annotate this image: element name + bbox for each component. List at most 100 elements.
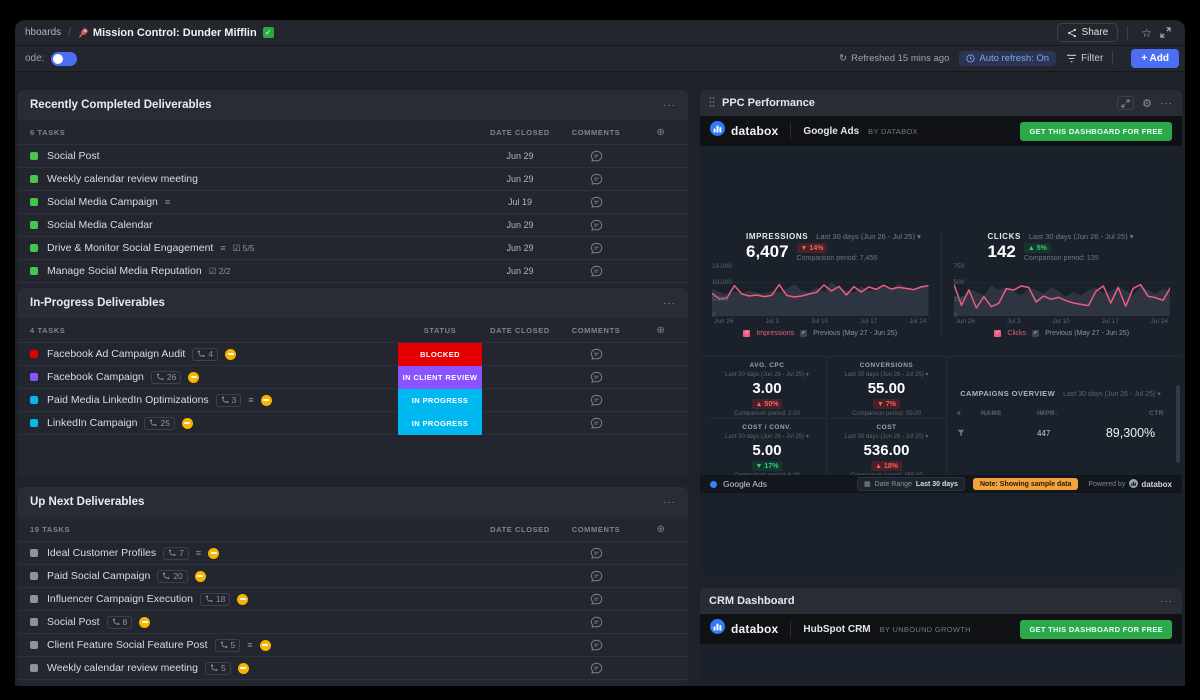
get-dashboard-button[interactable]: GET THIS DASHBOARD FOR FREE	[1020, 619, 1172, 639]
status-square[interactable]	[30, 221, 38, 229]
time-estimate-icon[interactable]	[260, 394, 272, 406]
card-menu-icon[interactable]: ···	[663, 99, 676, 111]
task-row[interactable]: Social Post 8	[18, 611, 688, 634]
expand-icon[interactable]	[1117, 96, 1135, 110]
task-name[interactable]: Weekly calendar review meeting	[47, 173, 198, 185]
add-column-icon[interactable]: ⊕	[656, 324, 666, 336]
status-badge[interactable]: IN PROGRESS	[398, 388, 482, 412]
drag-handle-icon[interactable]	[709, 94, 715, 112]
task-name[interactable]: Social Post	[47, 150, 100, 162]
favorite-star-icon[interactable]: ☆	[1141, 25, 1152, 40]
comment-icon[interactable]	[558, 593, 634, 606]
refreshed-status[interactable]: ↻ Refreshed 15 mins ago	[839, 53, 949, 64]
task-row[interactable]: Influencer Campaign Execution 18	[18, 588, 688, 611]
task-row[interactable]: Social Post Jun 29	[18, 145, 688, 168]
time-estimate-icon[interactable]	[225, 348, 237, 360]
share-button[interactable]: Share	[1056, 23, 1119, 42]
task-name[interactable]: Ideal Customer Profiles	[47, 547, 157, 559]
task-row[interactable]: Weekly calendar review meeting Jun 29	[18, 168, 688, 191]
status-square[interactable]	[30, 549, 38, 557]
comment-icon[interactable]	[558, 639, 634, 652]
status-square[interactable]	[30, 396, 38, 404]
card-menu-icon[interactable]: ···	[663, 496, 676, 508]
task-row[interactable]: Drive & Monitor Social Engagement ≡ ☑ 5/5 …	[18, 237, 688, 260]
task-row[interactable]: Manage Social Media Reputation ☑ 2/2 Jun …	[18, 260, 688, 283]
time-estimate-icon[interactable]	[139, 616, 151, 628]
status-badge[interactable]: IN CLIENT REVIEW	[398, 365, 482, 389]
get-dashboard-button[interactable]: GET THIS DASHBOARD FOR FREE	[1020, 121, 1172, 141]
status-square[interactable]	[30, 267, 38, 275]
task-name[interactable]: Client Feature Social Feature Post	[47, 639, 208, 651]
comment-icon[interactable]	[558, 547, 634, 560]
subtask-count[interactable]: 18	[199, 592, 231, 606]
card-menu-icon[interactable]: ···	[663, 297, 676, 309]
date-range-pill[interactable]: ▦ Date Range Last 30 days	[856, 477, 965, 491]
task-row[interactable]: Ideal Customer Profiles 7 ≡	[18, 542, 688, 565]
subtask-count[interactable]: 8	[106, 615, 133, 629]
task-row[interactable]: Paid Social Campaign 20	[18, 565, 688, 588]
gear-icon[interactable]: ⚙	[1142, 97, 1152, 110]
status-badge[interactable]: IN PROGRESS	[398, 411, 482, 435]
status-square[interactable]	[30, 664, 38, 672]
subtask-count[interactable]: 5	[204, 661, 231, 675]
stat-period[interactable]: Last 30 days (Jun 26 - Jul 25) ▾	[844, 434, 929, 440]
task-row[interactable]: LinkedIn Campaign 25 IN PROGRESS	[18, 411, 688, 435]
comment-icon[interactable]	[558, 265, 634, 278]
comment-icon[interactable]	[558, 394, 634, 407]
task-row[interactable]: Client Feature Social Feature Post 5 ≡	[18, 634, 688, 657]
status-square[interactable]	[30, 244, 38, 252]
task-name[interactable]: Social Media Campaign	[47, 196, 158, 208]
section-period[interactable]: Last 30 days (Jun 26 - Jul 25) ▾	[1063, 391, 1161, 398]
auto-refresh-pill[interactable]: Auto refresh: On	[959, 51, 1057, 66]
scrollbar[interactable]	[1176, 385, 1180, 463]
metric-period[interactable]: Last 30 days (Jun 26 - Jul 25) ▾	[816, 232, 921, 241]
task-row[interactable]: Social Media Calendar Jun 29	[18, 214, 688, 237]
time-estimate-icon[interactable]	[194, 570, 206, 582]
filter-button[interactable]: Filter	[1066, 53, 1103, 64]
status-square[interactable]	[30, 572, 38, 580]
mode-toggle[interactable]	[51, 51, 78, 66]
task-name[interactable]: Influencer Campaign Execution	[47, 593, 193, 605]
task-name[interactable]: Facebook Campaign	[47, 371, 144, 383]
comment-icon[interactable]	[558, 150, 634, 163]
comment-icon[interactable]	[558, 662, 634, 675]
status-badge[interactable]: BLOCKED	[398, 342, 482, 366]
subtask-count[interactable]: 4	[192, 347, 219, 361]
status-square[interactable]	[30, 350, 38, 358]
status-square[interactable]	[30, 152, 38, 160]
task-row[interactable]: Social Media Campaign ≡ Jul 19	[18, 191, 688, 214]
subtask-count[interactable]: 26	[150, 370, 182, 384]
comment-icon[interactable]	[558, 196, 634, 209]
time-estimate-icon[interactable]	[181, 417, 193, 429]
task-name[interactable]: Social Media Calendar	[47, 219, 153, 231]
stat-period[interactable]: Last 30 days (Jun 26 - Jul 25) ▾	[725, 434, 809, 440]
task-name[interactable]: Paid Media LinkedIn Optimizations	[47, 394, 209, 406]
task-row[interactable]: Facebook Ad Campaign Audit 4 BLOCKED	[18, 342, 688, 366]
comment-icon[interactable]	[558, 417, 634, 430]
comment-icon[interactable]	[558, 219, 634, 232]
task-name[interactable]: Weekly calendar review meeting	[47, 662, 198, 674]
metric-period[interactable]: Last 30 days (Jun 26 - Jul 25) ▾	[1028, 232, 1134, 241]
status-square[interactable]	[30, 419, 38, 427]
add-button[interactable]: + Add	[1131, 49, 1179, 68]
task-name[interactable]: Manage Social Media Reputation	[47, 265, 202, 277]
breadcrumb[interactable]: hboards	[25, 27, 62, 38]
status-square[interactable]	[30, 595, 38, 603]
status-square[interactable]	[30, 641, 38, 649]
task-row[interactable]: Facebook Campaign 26 IN CLIENT REVIEW	[18, 365, 688, 389]
comment-icon[interactable]	[558, 371, 634, 384]
time-estimate-icon[interactable]	[259, 639, 271, 651]
time-estimate-icon[interactable]	[208, 547, 220, 559]
fullscreen-icon[interactable]	[1160, 27, 1171, 38]
time-estimate-icon[interactable]	[237, 593, 249, 605]
task-name[interactable]: Social Post	[47, 616, 100, 628]
task-name[interactable]: LinkedIn Campaign	[47, 417, 138, 429]
subtask-count[interactable]: 25	[144, 416, 175, 430]
comment-icon[interactable]	[558, 173, 634, 186]
comment-icon[interactable]	[558, 242, 634, 255]
card-menu-icon[interactable]: ···	[1160, 595, 1173, 607]
stat-period[interactable]: Last 30 days (Jun 26 - Jul 25) ▾	[844, 372, 929, 378]
task-row[interactable]: Weekly calendar review meeting 5	[18, 657, 688, 680]
comment-icon[interactable]	[558, 616, 634, 629]
subtask-count[interactable]: 7	[163, 546, 189, 560]
